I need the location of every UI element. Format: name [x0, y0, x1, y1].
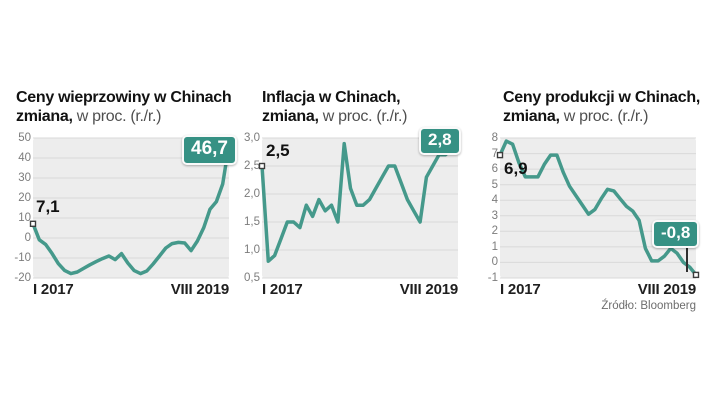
badge-leader-line — [686, 246, 688, 272]
y-tick-label: 8 — [491, 132, 498, 144]
chart-title: Ceny wieprzowiny w Chinach zmiana, w pro… — [16, 88, 232, 126]
chart-title-line2-bold: zmiana, — [503, 108, 560, 125]
plot-area — [496, 137, 700, 279]
x-axis-label-start: I 2017 — [33, 281, 74, 298]
y-tick-label: -20 — [14, 272, 31, 284]
chart-title-line2-bold: zmiana, — [16, 108, 73, 125]
y-tick-label: 5 — [491, 178, 498, 191]
chart-title-unit: w proc. (r./r.) — [76, 108, 162, 125]
x-axis-label-end: VIII 2019 — [399, 281, 458, 298]
y-tick-label: 20 — [18, 192, 31, 204]
y-tick-label: 10 — [18, 212, 31, 224]
chart-title-line1: Ceny produkcji w Chinach, — [503, 89, 700, 106]
chart-title-line2-bold: zmiana, — [262, 108, 319, 125]
x-axis-label-start: I 2017 — [262, 281, 303, 298]
y-tick-label: 0 — [24, 232, 31, 244]
start-value-label: 2,5 — [266, 141, 290, 160]
x-axis-label-end: VIII 2019 — [170, 281, 229, 298]
chart-producer-prices-china: Ceny produkcji w Chinach, zmiana, w proc… — [477, 88, 707, 323]
source-credit: Źródło: Bloomberg — [601, 300, 696, 312]
y-tick-label: 4 — [491, 194, 498, 207]
plot-area — [258, 137, 460, 279]
y-tick-label: 2,5 — [244, 160, 260, 172]
y-axis-ticks: 8 7 6 5 4 3 2 1 0 -1 — [477, 88, 498, 323]
y-tick-label: 0,5 — [244, 272, 260, 284]
y-tick-label: 0 — [491, 256, 498, 269]
x-axis-label-end: VIII 2019 — [637, 281, 696, 298]
x-axis-label-start: I 2017 — [500, 281, 541, 298]
y-tick-label: 3 — [491, 209, 498, 222]
y-tick-label: 1 — [491, 240, 498, 253]
chart-title-unit: w proc. (r./r.) — [322, 108, 408, 125]
start-value-label: 6,9 — [504, 159, 528, 178]
y-tick-label: 1,0 — [244, 244, 260, 256]
y-tick-label: 2,0 — [244, 188, 260, 200]
chart-title-unit: w proc. (r./r.) — [563, 108, 649, 125]
chart-title-line1: Inflacja w Chinach, — [262, 89, 401, 106]
end-value-badge: -0,8 — [652, 220, 700, 248]
y-tick-label: 2 — [491, 225, 498, 238]
chart-inflation-china: Inflacja w Chinach, zmiana, w proc. (r./… — [239, 88, 469, 323]
y-tick-label: 50 — [18, 132, 31, 144]
start-value-label: 7,1 — [36, 197, 60, 216]
y-axis-ticks: 3,0 2,5 2,0 1,5 1,0 0,5 — [239, 88, 260, 323]
y-tick-label: 30 — [18, 172, 31, 184]
end-value-badge: 46,7 — [182, 135, 237, 165]
chart-title-line1: Ceny wieprzowiny w Chinach — [16, 89, 232, 106]
line-chart-svg — [496, 137, 700, 279]
y-tick-label: 7 — [491, 147, 498, 160]
y-tick-label: -10 — [14, 252, 31, 264]
y-tick-label: 40 — [18, 152, 31, 164]
line-chart-svg — [258, 137, 460, 279]
y-axis-ticks: 50 40 30 20 10 0 -10 -20 — [10, 88, 31, 323]
chart-pork-prices-china: Ceny wieprzowiny w Chinach zmiana, w pro… — [10, 88, 240, 323]
chart-title: Inflacja w Chinach, zmiana, w proc. (r./… — [262, 88, 407, 126]
y-tick-label: 1,5 — [244, 216, 260, 228]
end-value-badge: 2,8 — [419, 127, 461, 155]
y-tick-label: 6 — [491, 163, 498, 176]
chart-title: Ceny produkcji w Chinach, zmiana, w proc… — [503, 88, 700, 126]
y-tick-label: 3,0 — [244, 132, 260, 144]
y-tick-label: -1 — [487, 272, 498, 284]
